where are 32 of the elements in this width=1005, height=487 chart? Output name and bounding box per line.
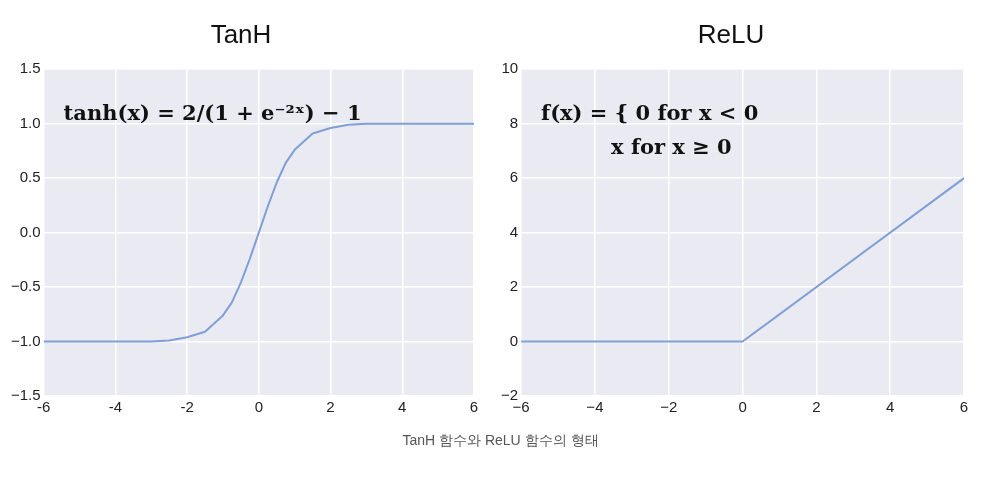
y-tick-label: 1.5: [19, 59, 41, 77]
x-tick-label: 0: [254, 398, 263, 416]
annotation: tanh(x) = 2/(1 + e⁻²ˣ) − 1: [63, 99, 362, 125]
y-tick-label: 1.0: [19, 113, 41, 131]
x-tick-label: −4: [586, 398, 604, 416]
x-tick-label: 4: [886, 398, 895, 416]
x-tick-label: 2: [326, 398, 335, 416]
y-tick-label: −0.5: [10, 277, 41, 295]
chart-title: TanH: [210, 18, 272, 49]
y-tick-label: 4: [509, 222, 519, 240]
x-tick-label: 4: [398, 398, 407, 416]
y-tick-label: 0.0: [19, 222, 41, 240]
x-tick-label: 6: [959, 398, 969, 416]
x-tick-label: 6: [469, 398, 479, 416]
y-tick-label: −1.5: [10, 386, 41, 404]
x-tick-label: 2: [812, 398, 821, 416]
annotation: x for x ≥ 0: [611, 133, 732, 159]
x-tick-label: -2: [180, 398, 194, 416]
x-tick-label: 0: [738, 398, 747, 416]
y-tick-label: 0.5: [19, 168, 41, 186]
y-tick-label: 0: [509, 331, 519, 349]
y-tick-label: 6: [509, 168, 519, 186]
x-tick-label: -4: [108, 398, 123, 416]
y-tick-label: 8: [509, 113, 519, 131]
y-tick-label: −2: [500, 386, 519, 404]
x-tick-label: −2: [660, 398, 678, 416]
y-tick-label: 10: [501, 59, 519, 77]
chart-title: ReLU: [697, 18, 765, 49]
y-tick-label: 2: [509, 277, 519, 295]
text: TanH 함수와 ReLU 함수의 형태: [401, 432, 600, 450]
y-tick-label: −1.0: [10, 331, 41, 349]
annotation: f(x) = { 0 for x < 0: [541, 99, 759, 125]
